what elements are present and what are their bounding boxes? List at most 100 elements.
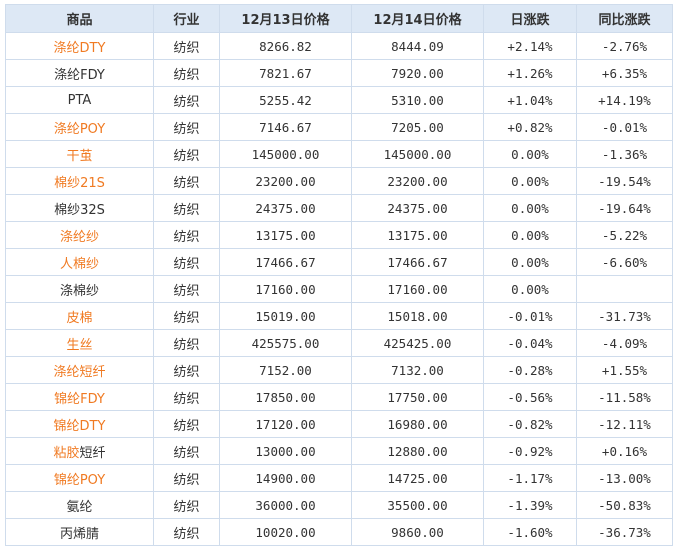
product-name-cell[interactable]: 涤纶纱 (5, 221, 154, 249)
daily-change-cell: -0.82% (483, 410, 577, 438)
product-link[interactable]: 生丝 (66, 337, 93, 353)
product-name-cell: 棉纱32S (5, 194, 154, 222)
yoy-change-cell: -11.58% (576, 383, 673, 411)
product-name-cell: PTA (5, 86, 154, 114)
price-dec13-cell: 425575.00 (219, 329, 352, 357)
price-dec14-cell: 425425.00 (351, 329, 484, 357)
product-name-suffix: 短纤 (79, 445, 106, 461)
yoy-change-cell: -1.36% (576, 140, 673, 168)
product-name: 涤棉纱 (59, 283, 99, 299)
product-name-cell: 丙烯腈 (5, 518, 154, 546)
price-dec13-cell: 13175.00 (219, 221, 352, 249)
price-dec14-cell: 12880.00 (351, 437, 484, 465)
table-body: 涤纶DTY 纺织 8266.82 8444.09 +2.14% -2.76% 涤纶FDY 纺织… (5, 32, 673, 546)
price-dec13-cell: 24375.00 (219, 194, 352, 222)
header-price-dec14: 12月14日价格 (351, 4, 484, 33)
product-name-cell[interactable]: 涤纶DTY (5, 32, 154, 60)
product-link[interactable]: 粘胶 (53, 445, 80, 461)
industry-cell: 纺织 (153, 221, 220, 249)
yoy-change-cell: -12.11% (576, 410, 673, 438)
table-row: 棉纱32S 纺织 24375.00 24375.00 0.00% -19.64% (5, 194, 673, 222)
product-link[interactable]: 锦纶FDY (54, 391, 105, 407)
price-dec14-cell: 7132.00 (351, 356, 484, 384)
table-row: 涤纶纱 纺织 13175.00 13175.00 0.00% -5.22% (5, 221, 673, 249)
industry-cell: 纺织 (153, 356, 220, 384)
product-name-cell[interactable]: 锦纶POY (5, 464, 154, 492)
daily-change-cell: -0.56% (483, 383, 577, 411)
product-name-cell[interactable]: 皮棉 (5, 302, 154, 330)
table-row: 锦纶DTY 纺织 17120.00 16980.00 -0.82% -12.11% (5, 410, 673, 438)
yoy-change-cell: -19.54% (576, 167, 673, 195)
product-name-cell[interactable]: 锦纶DTY (5, 410, 154, 438)
product-name-cell[interactable]: 干茧 (5, 140, 154, 168)
product-name-cell[interactable]: 锦纶FDY (5, 383, 154, 411)
header-daily-change: 日涨跌 (483, 4, 577, 33)
table-row: 粘胶短纤 纺织 13000.00 12880.00 -0.92% +0.16% (5, 437, 673, 465)
price-dec14-cell: 13175.00 (351, 221, 484, 249)
industry-cell: 纺织 (153, 383, 220, 411)
daily-change-cell: -1.17% (483, 464, 577, 492)
product-name-cell: 涤棉纱 (5, 275, 154, 303)
table-row: 棉纱21S 纺织 23200.00 23200.00 0.00% -19.54% (5, 167, 673, 195)
price-table: 商品 行业 12月13日价格 12月14日价格 日涨跌 同比涨跌 涤纶DTY 纺织… (5, 4, 673, 546)
table-row: 涤纶短纤 纺织 7152.00 7132.00 -0.28% +1.55% (5, 356, 673, 384)
yoy-change-cell: +6.35% (576, 59, 673, 87)
product-name-cell[interactable]: 涤纶短纤 (5, 356, 154, 384)
table-row: 生丝 纺织 425575.00 425425.00 -0.04% -4.09% (5, 329, 673, 357)
yoy-change-cell: -6.60% (576, 248, 673, 276)
industry-cell: 纺织 (153, 32, 220, 60)
daily-change-cell: +2.14% (483, 32, 577, 60)
product-name-cell[interactable]: 人棉纱 (5, 248, 154, 276)
product-link[interactable]: 棉纱21S (54, 175, 105, 191)
product-link[interactable]: 锦纶POY (53, 472, 106, 488)
table-row: 氨纶 纺织 36000.00 35500.00 -1.39% -50.83% (5, 491, 673, 519)
price-dec13-cell: 10020.00 (219, 518, 352, 546)
table-row: 丙烯腈 纺织 10020.00 9860.00 -1.60% -36.73% (5, 518, 673, 546)
product-link[interactable]: 皮棉 (66, 310, 93, 326)
product-name: PTA (67, 92, 92, 108)
industry-cell: 纺织 (153, 302, 220, 330)
industry-cell: 纺织 (153, 86, 220, 114)
product-link[interactable]: 涤纶短纤 (53, 364, 106, 380)
price-dec13-cell: 15019.00 (219, 302, 352, 330)
price-dec14-cell: 17750.00 (351, 383, 484, 411)
daily-change-cell: +1.04% (483, 86, 577, 114)
daily-change-cell: -0.04% (483, 329, 577, 357)
table-row: PTA 纺织 5255.42 5310.00 +1.04% +14.19% (5, 86, 673, 114)
header-industry: 行业 (153, 4, 220, 33)
industry-cell: 纺织 (153, 491, 220, 519)
product-name-cell[interactable]: 生丝 (5, 329, 154, 357)
header-product: 商品 (5, 4, 154, 33)
product-name-cell: 涤纶FDY (5, 59, 154, 87)
product-link[interactable]: 涤纶POY (53, 121, 106, 137)
price-dec13-cell: 17120.00 (219, 410, 352, 438)
product-link[interactable]: 涤纶DTY (53, 40, 106, 56)
price-dec14-cell: 9860.00 (351, 518, 484, 546)
product-name: 氨纶 (66, 499, 93, 515)
price-dec14-cell: 15018.00 (351, 302, 484, 330)
price-dec13-cell: 17160.00 (219, 275, 352, 303)
table-row: 涤纶DTY 纺织 8266.82 8444.09 +2.14% -2.76% (5, 32, 673, 60)
product-name: 涤纶FDY (54, 67, 105, 83)
price-dec14-cell: 17160.00 (351, 275, 484, 303)
table-row: 涤棉纱 纺织 17160.00 17160.00 0.00% (5, 275, 673, 303)
product-name-cell[interactable]: 粘胶短纤 (5, 437, 154, 465)
price-dec13-cell: 7821.67 (219, 59, 352, 87)
product-link[interactable]: 干茧 (66, 148, 93, 164)
price-dec13-cell: 13000.00 (219, 437, 352, 465)
product-link[interactable]: 锦纶DTY (53, 418, 106, 434)
yoy-change-cell: +1.55% (576, 356, 673, 384)
product-link[interactable]: 人棉纱 (59, 256, 99, 272)
product-link[interactable]: 涤纶纱 (59, 229, 99, 245)
yoy-change-cell: -50.83% (576, 491, 673, 519)
product-name-cell[interactable]: 棉纱21S (5, 167, 154, 195)
price-dec13-cell: 145000.00 (219, 140, 352, 168)
yoy-change-cell: +0.16% (576, 437, 673, 465)
price-dec13-cell: 14900.00 (219, 464, 352, 492)
daily-change-cell: 0.00% (483, 167, 577, 195)
yoy-change-cell: -13.00% (576, 464, 673, 492)
industry-cell: 纺织 (153, 59, 220, 87)
table-row: 锦纶FDY 纺织 17850.00 17750.00 -0.56% -11.58% (5, 383, 673, 411)
daily-change-cell: 0.00% (483, 194, 577, 222)
product-name-cell[interactable]: 涤纶POY (5, 113, 154, 141)
